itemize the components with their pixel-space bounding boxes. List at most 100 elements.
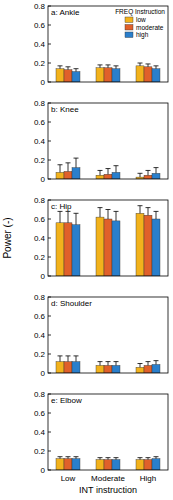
error-line [60, 356, 61, 362]
y-tick [48, 354, 51, 355]
legend-label: high [136, 31, 149, 39]
error-cap [146, 207, 151, 208]
bar [96, 68, 104, 82]
error-cap [114, 165, 119, 166]
legend-label: moderate [136, 24, 164, 31]
error-cap [58, 65, 63, 66]
error-bar [74, 457, 79, 459]
x-tick-label: Low [61, 474, 76, 483]
error-cap [138, 457, 143, 458]
y-axis-label: Power (-) [2, 217, 13, 258]
error-bar [66, 67, 71, 70]
panel: 00.20.40.60.8c: Hip [34, 196, 168, 281]
frame [48, 103, 168, 179]
error-cap [114, 361, 119, 362]
error-cap [98, 64, 103, 65]
panel-title: b: Knee [51, 105, 79, 114]
marks [56, 63, 160, 82]
error-bar [98, 65, 103, 68]
error-cap [106, 457, 111, 458]
y-tick-label: 0.2 [34, 350, 46, 359]
bar [112, 221, 120, 276]
y-tick [48, 238, 51, 239]
error-cap [154, 456, 159, 457]
y-tick-label: 0.6 [34, 118, 46, 127]
y-tick-label: 0.4 [34, 428, 46, 437]
error-cap [66, 456, 71, 457]
y-tick-label: 0.2 [34, 59, 46, 68]
error-bar [154, 168, 159, 174]
bar [56, 223, 64, 276]
marks [56, 206, 160, 276]
bar [144, 67, 152, 82]
error-cap [138, 363, 143, 364]
error-bar [114, 211, 119, 221]
error-bar [74, 213, 79, 224]
bar [112, 172, 120, 179]
error-bar [106, 362, 111, 366]
bar [104, 68, 112, 82]
error-bar [138, 458, 143, 460]
panel: 00.20.40.60.8LowModerateHighe: Elbow [34, 390, 168, 483]
error-bar [154, 211, 159, 219]
error-line [140, 63, 141, 66]
error-line [148, 208, 149, 216]
error-cap [98, 207, 103, 208]
panel-title: d: Shoulder [51, 299, 92, 308]
error-line [68, 211, 69, 222]
error-line [156, 66, 157, 69]
error-line [116, 211, 117, 221]
bar [104, 460, 112, 470]
error-bar [66, 457, 71, 459]
error-cap [154, 65, 159, 66]
bar [72, 168, 80, 179]
panel: 00.20.40.60.8b: Knee [34, 99, 168, 184]
y-tick-label: 0 [41, 369, 46, 378]
error-line [100, 208, 101, 218]
panel-title: e: Elbow [51, 396, 82, 405]
error-cap [138, 173, 143, 174]
error-bar [114, 166, 119, 173]
bar [64, 459, 72, 470]
error-cap [114, 457, 119, 458]
error-bar [146, 362, 151, 366]
error-cap [98, 361, 103, 362]
panel: 00.20.40.60.8a: Ankle [34, 2, 168, 87]
y-tick-label: 0.2 [34, 253, 46, 262]
bar [136, 66, 144, 82]
error-cap [138, 63, 143, 64]
error-bar [106, 458, 111, 460]
x-axis-label: INT instruction [79, 485, 137, 495]
error-line [76, 69, 77, 72]
error-line [108, 65, 109, 68]
y-tick [48, 219, 51, 220]
bar [112, 365, 120, 373]
y-tick-label: 0.8 [34, 293, 46, 302]
error-line [140, 206, 141, 214]
y-tick [48, 335, 51, 336]
y-tick-label: 0.6 [34, 312, 46, 321]
bar [96, 460, 104, 470]
error-bar [146, 170, 151, 175]
error-bar [74, 356, 79, 362]
bar [56, 459, 64, 470]
error-bar [114, 458, 119, 460]
error-bar [106, 65, 111, 68]
error-line [60, 211, 61, 222]
error-line [100, 362, 101, 366]
legend-swatch [125, 17, 133, 23]
error-bar [114, 362, 119, 366]
error-bar [58, 356, 63, 362]
error-cap [66, 355, 71, 356]
error-cap [74, 213, 79, 214]
bar [152, 219, 160, 276]
y-tick [48, 44, 51, 45]
error-bar [146, 208, 151, 216]
error-cap [154, 360, 159, 361]
error-bar [58, 165, 63, 173]
y-tick-label: 0.8 [34, 99, 46, 108]
y-tick [48, 122, 51, 123]
y-tick [48, 257, 51, 258]
error-bar [138, 206, 143, 214]
y-tick [48, 316, 51, 317]
